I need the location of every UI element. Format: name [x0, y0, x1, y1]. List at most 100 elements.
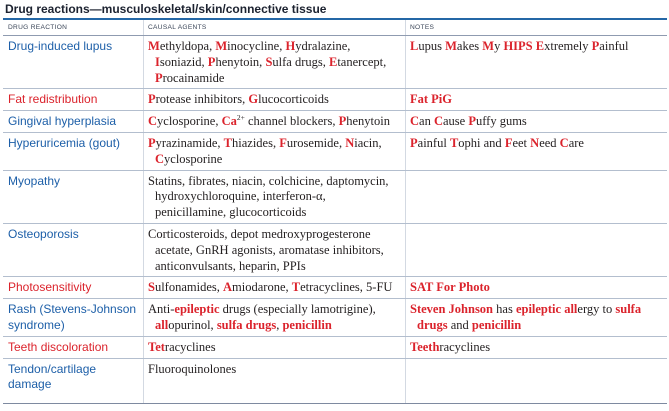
text-segment: yrazinamide,: [155, 135, 224, 150]
text-segment: lucocorticoids: [258, 92, 329, 107]
mnemonic-highlight: F: [279, 135, 287, 150]
causal-agents-cell: Cyclosporine, Ca2+ channel blockers, Phe…: [143, 111, 405, 132]
notes-cell: Painful Tophi and Feet Need Care: [405, 132, 667, 170]
mnemonic-highlight: T: [223, 135, 233, 150]
column-header-notes: NOTES: [405, 20, 667, 35]
notes-cell: Fat PiG: [405, 89, 667, 111]
mnemonic-highlight: P: [410, 135, 418, 150]
mnemonic-highlight: A: [223, 280, 233, 295]
causal-agents-cell: Statins, fibrates, niacin, colchicine, d…: [143, 170, 405, 223]
mnemonic-highlight: Fat PiG: [410, 92, 453, 107]
text-segment: ulfonamides,: [154, 280, 223, 295]
notes-cell: [405, 223, 667, 277]
text-segment: racyclines: [164, 339, 216, 354]
text-segment: acetate, GnRH agonists, aromatase inhibi…: [155, 242, 384, 257]
cell-line: Methyldopa, Minocycline, Hydralazine,: [148, 39, 400, 55]
table-body: Drug-induced lupus Methyldopa, Minocyclin…: [3, 36, 667, 405]
text-segment: ethyldopa,: [159, 39, 216, 53]
causal-agents-cell: Corticosteroids, depot medroxyprogestero…: [143, 223, 405, 277]
mnemonic-highlight: penicillin: [282, 317, 332, 332]
cell-line: Isoniazid, Phenytoin, Sulfa drugs, Etane…: [148, 55, 400, 71]
mnemonic-highlight: I: [155, 54, 160, 69]
mnemonic-highlight: SAT For Photo: [410, 280, 490, 295]
text-segment: Corticosteroids, depot medroxyprogestero…: [148, 226, 371, 241]
table-row: Myopathy Statins, fibrates, niacin, colch…: [3, 170, 667, 224]
text-segment: ,: [276, 317, 283, 332]
cell-line: Osteoporosis: [8, 227, 138, 243]
notes-cell: Steven Johnson has epileptic allergy to …: [405, 299, 667, 336]
mnemonic-highlight: T: [291, 280, 301, 295]
cell-line: Can Cause Puffy gums: [410, 114, 662, 130]
mnemonic-highlight: C: [410, 114, 420, 129]
mnemonic-highlight: C: [559, 135, 569, 150]
cell-line: Myopathy: [8, 174, 138, 190]
causal-agents-cell: Methyldopa, Minocycline, Hydralazine, Iso…: [143, 36, 405, 89]
text-segment: Anti-: [148, 302, 175, 317]
cell-line: Photosensitivity: [8, 280, 138, 296]
mnemonic-highlight: N: [345, 135, 355, 150]
mnemonic-highlight: C: [433, 114, 443, 129]
text-segment: damage: [8, 377, 52, 392]
cell-line: Rash (Stevens-Johnson: [8, 302, 138, 318]
mnemonic-highlight: L: [410, 39, 419, 53]
text-segment: akes: [456, 39, 483, 53]
cell-line: Cyclosporine, Ca2+ channel blockers, Phe…: [148, 114, 400, 130]
table-row: Gingival hyperplasia Cyclosporine, Ca2+ c…: [3, 111, 667, 133]
table-row: Osteoporosis Corticosteroids, depot medro…: [3, 223, 667, 278]
cell-line: penicillamine, glucocorticoids: [148, 205, 400, 221]
mnemonic-highlight: drugs: [417, 317, 448, 332]
table-row: Photosensitivity Sulfonamides, Amiodarone…: [3, 277, 667, 300]
text-segment: has: [493, 302, 516, 317]
text-segment: Fluoroquinolones: [148, 361, 237, 376]
cell-line: Corticosteroids, depot medroxyprogestero…: [148, 227, 400, 243]
table-header-row: DRUG REACTION CAUSAL AGENTS NOTES: [3, 20, 667, 36]
text-segment: ydralazine,: [295, 39, 351, 53]
text-segment: Rash (Stevens-Johnson: [8, 302, 137, 317]
drug-reaction-cell: Fat redistribution: [3, 89, 143, 110]
text-segment: henytoin: [346, 114, 390, 129]
drug-reaction-cell: Osteoporosis: [3, 224, 143, 276]
mnemonic-highlight: F: [504, 135, 513, 150]
text-segment: racyclines: [439, 339, 491, 354]
text-segment: urosemide,: [286, 135, 346, 150]
superscript: 2+: [236, 113, 245, 123]
text-segment: soniazid,: [159, 54, 208, 69]
cell-line: SAT For Photo: [410, 280, 662, 296]
mnemonic-highlight: P: [468, 114, 476, 129]
text-segment: Drug-induced lupus: [8, 39, 113, 53]
mnemonic-highlight: C: [155, 151, 165, 166]
text-segment: ergy to: [577, 302, 616, 317]
mnemonic-highlight: M: [445, 39, 457, 53]
text-segment: iacin,: [354, 135, 382, 150]
table-row: Rash (Stevens-Johnson syndrome) Anti-epile…: [3, 299, 667, 337]
mnemonic-highlight: Ca: [221, 114, 237, 129]
cell-line: Sulfonamides, Amiodarone, Tetracyclines,…: [148, 280, 400, 296]
cell-line: Painful Tophi and Feet Need Care: [410, 136, 662, 152]
text-segment: Statins, fibrates, niacin, colchicine, d…: [148, 173, 389, 188]
text-segment: ause: [443, 114, 469, 129]
mnemonic-highlight: G: [248, 92, 259, 107]
mnemonic-highlight: sulfa drugs: [216, 317, 277, 332]
cell-line: Tetracyclines: [148, 340, 400, 356]
text-segment: etracyclines, 5-FU: [300, 280, 393, 295]
text-segment: are: [568, 135, 584, 150]
text-segment: hiazides,: [232, 135, 280, 150]
mnemonic-highlight: S: [148, 280, 155, 295]
mnemonic-highlight: all: [564, 302, 578, 317]
text-segment: rocainamide: [162, 70, 225, 85]
cell-line: Fluoroquinolones: [148, 362, 400, 378]
cell-line: Pyrazinamide, Thiazides, Furosemide, Nia…: [148, 136, 400, 152]
text-segment: Hyperuricemia (gout): [8, 135, 121, 150]
drug-reaction-cell: Myopathy: [3, 171, 143, 223]
cell-line: Statins, fibrates, niacin, colchicine, d…: [148, 174, 400, 190]
column-header-causal-agents: CAUSAL AGENTS: [143, 20, 405, 35]
cell-line: Drug-induced lupus: [8, 39, 138, 55]
cell-line: Gingival hyperplasia: [8, 114, 138, 130]
mnemonic-highlight: C: [148, 114, 158, 129]
table-row: Fat redistribution Protease inhibitors, G…: [3, 89, 667, 112]
mnemonic-highlight: Teeth: [410, 339, 440, 354]
text-segment: Osteoporosis: [8, 226, 79, 241]
mnemonic-highlight: epileptic: [174, 302, 220, 317]
mnemonic-highlight: M: [148, 39, 160, 53]
text-segment: penicillamine, glucocorticoids: [155, 205, 307, 220]
